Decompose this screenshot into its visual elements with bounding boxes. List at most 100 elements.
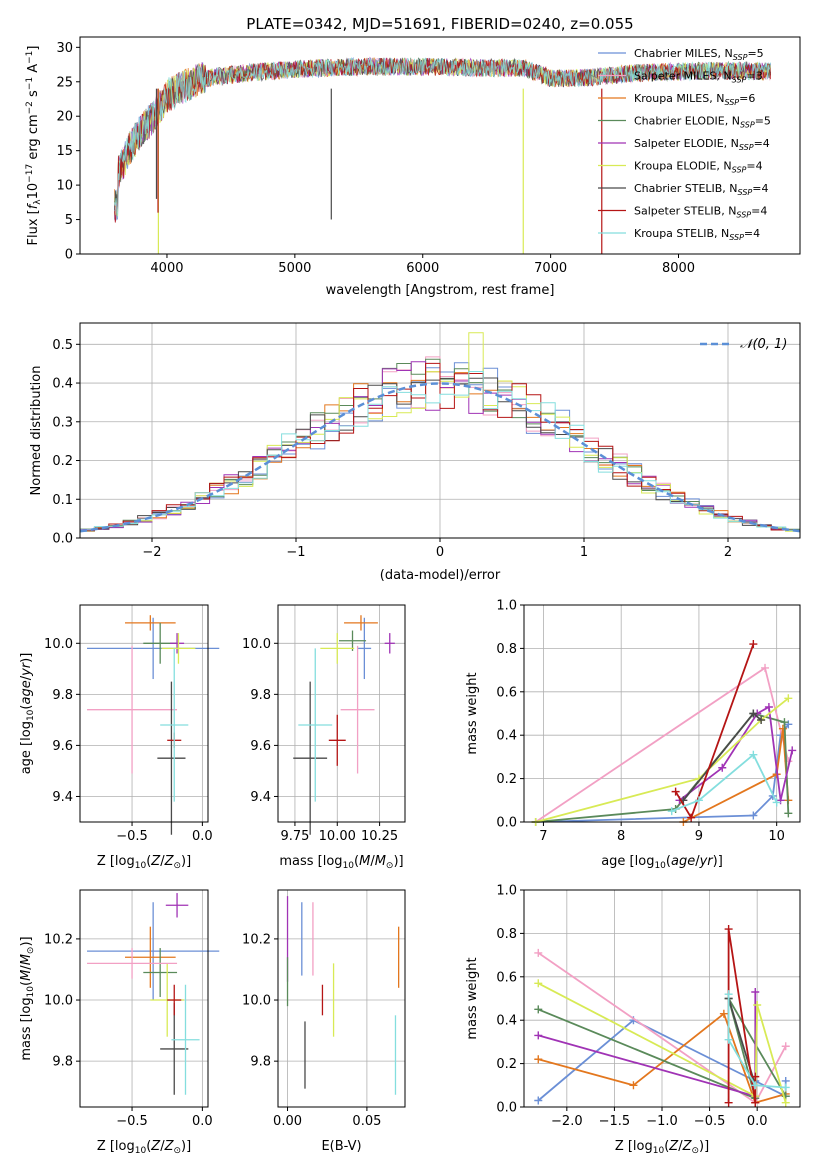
y-tick-label: 15 xyxy=(56,144,73,159)
x-tick-label: 0 xyxy=(436,545,444,560)
marker-plus xyxy=(671,787,680,796)
y-tick-label: 9.8 xyxy=(250,688,271,703)
x-tick-label: 2 xyxy=(724,545,732,560)
axes-frame xyxy=(79,889,209,1108)
legend-entry: Salpeter MILES, NSSP=3 xyxy=(634,70,763,85)
y-tick-label: 10.0 xyxy=(44,994,73,1009)
grid-lines xyxy=(524,889,800,1108)
x-axis-label: mass [log10(M/M⊙)] xyxy=(279,854,403,871)
spectrum-panel: 4000 5000 6000 7000 8000 0 5 10 15 20 25 30 waveleng… xyxy=(25,36,801,298)
x-tick-label: 4000 xyxy=(150,261,183,276)
marker-plus xyxy=(788,746,797,755)
legend-entry: Kroupa MILES, NSSP=6 xyxy=(634,92,755,107)
x-tick-label: 8000 xyxy=(662,261,695,276)
gaussian-curve xyxy=(79,382,801,533)
x-axis-label: Z [log10(Z/Z⊙)] xyxy=(97,854,191,871)
age_vs_mass-panel: 9.75 10.00 10.25 9.4 9.6 9.8 10.0 mass [log10(M… xyxy=(242,604,406,871)
marker-plus xyxy=(784,694,793,703)
marker-plus xyxy=(764,702,773,711)
y-tick-label: 9.8 xyxy=(250,1055,271,1070)
marker-plus xyxy=(781,1042,790,1051)
y-tick-label: 30 xyxy=(56,41,73,56)
x-tick-label: 8 xyxy=(617,829,625,844)
y-tick-label: 0.3 xyxy=(52,415,73,430)
marker-plus xyxy=(534,948,543,957)
errorbars xyxy=(87,893,220,1095)
mass-weight-line xyxy=(727,994,786,1089)
mass-weight-line xyxy=(678,705,794,802)
figure-title: PLATE=0342, MJD=51691, FIBERID=0240, z=0… xyxy=(246,15,633,33)
legend-entry: Chabrier STELIB, NSSP=4 xyxy=(634,182,768,197)
x-axis-label: Z [log10(Z/Z⊙)] xyxy=(97,1139,191,1156)
x-axis-label: (data-model)/error xyxy=(380,568,501,583)
x-tick-label: −2 xyxy=(142,545,161,560)
grid-lines xyxy=(278,605,405,822)
y-tick-label: 10.2 xyxy=(242,932,271,947)
marker-plus xyxy=(784,809,793,818)
marker-plus xyxy=(534,1005,543,1014)
y-tick-label: 0.5 xyxy=(52,338,73,353)
x-tick-label: 5000 xyxy=(278,261,311,276)
x-tick-label: 0.0 xyxy=(192,1114,213,1129)
spectrum-series xyxy=(114,56,771,254)
y-tick-label: 0.4 xyxy=(496,729,517,744)
y-tick-label: 0 xyxy=(65,248,73,263)
axes-frame xyxy=(277,604,406,823)
marker-plus xyxy=(724,925,733,934)
marker-plus xyxy=(534,979,543,988)
axes-frame xyxy=(79,604,209,823)
histogram-step xyxy=(80,371,800,531)
x-tick-label: 0.0 xyxy=(192,829,213,844)
x-axis-label: Z [log10(Z/Z⊙)] xyxy=(615,1139,709,1156)
x-tick-label: 1 xyxy=(580,545,588,560)
y-tick-label: 0.0 xyxy=(496,1101,517,1116)
legend-entry: Salpeter STELIB, NSSP=4 xyxy=(634,205,767,220)
y-tick-label: 0.2 xyxy=(496,772,517,787)
axes-frame xyxy=(277,889,406,1108)
x-tick-label: 9.75 xyxy=(280,829,309,844)
marker-plus xyxy=(761,663,770,672)
y-tick-label: 0.4 xyxy=(52,377,73,392)
marker-plus xyxy=(724,990,733,999)
spectrum-line xyxy=(114,56,771,218)
y-tick-label: 0.1 xyxy=(52,493,73,508)
marker-plus xyxy=(534,1096,543,1105)
y-tick-label: 0.2 xyxy=(52,454,73,469)
marker-plus xyxy=(749,750,758,759)
mass-weight-line xyxy=(535,666,790,823)
y-tick-label: 0.0 xyxy=(52,532,73,547)
legend-entry: Kroupa STELIB, NSSP=4 xyxy=(634,227,760,242)
errorbars xyxy=(293,615,395,835)
marker-plus xyxy=(751,1098,760,1107)
mass-weight-line xyxy=(535,723,790,823)
x-tick-label: −1 xyxy=(286,545,305,560)
age_vs_Z-panel: −0.5 0.0 9.4 9.6 9.8 10.0 Z [log10(Z/Z⊙)] age [… xyxy=(19,604,220,871)
y-axis-label: mass weight xyxy=(465,672,480,754)
mw_vs_Z-panel: −2.0 −1.5 −1.0 −0.5 0.0 0.0 0.2 0.4 0.6 0.8 1.0 Z [… xyxy=(465,884,801,1156)
mass-weight-line xyxy=(535,697,789,823)
y-tick-label: 1.0 xyxy=(496,599,517,614)
marker-plus xyxy=(753,1001,762,1010)
legend-entry: 𝒩(0, 1) xyxy=(740,337,787,352)
marker-plus xyxy=(772,798,781,807)
x-tick-label: 6000 xyxy=(406,261,439,276)
y-tick-label: 1.0 xyxy=(496,884,517,899)
y-tick-label: 20 xyxy=(56,110,73,125)
y-tick-label: 0.8 xyxy=(496,927,517,942)
grid-lines xyxy=(278,890,405,1107)
legend-entry: Salpeter ELODIE, NSSP=4 xyxy=(634,137,770,152)
x-tick-label: 10 xyxy=(768,829,785,844)
x-axis-label: wavelength [Angstrom, rest frame] xyxy=(326,283,555,298)
grid-lines xyxy=(80,890,208,1107)
mw_vs_age-panel: 7 8 9 10 0.0 0.2 0.4 0.6 0.8 1.0 age [log10(age/yr… xyxy=(465,599,801,871)
y-axis-label: Flux [fλ10−17 erg cm−2 s−1 A−1] xyxy=(25,46,43,246)
y-tick-label: 10.2 xyxy=(44,932,73,947)
marker-plus xyxy=(534,1055,543,1064)
y-tick-label: 0.8 xyxy=(496,642,517,657)
mass-weight-lines xyxy=(534,925,790,1107)
mass-weight-line xyxy=(537,982,787,1103)
x-tick-label: 10.00 xyxy=(319,829,356,844)
marker-plus xyxy=(718,763,727,772)
x-tick-label: −1.0 xyxy=(646,1114,678,1129)
marker-plus xyxy=(749,640,758,649)
